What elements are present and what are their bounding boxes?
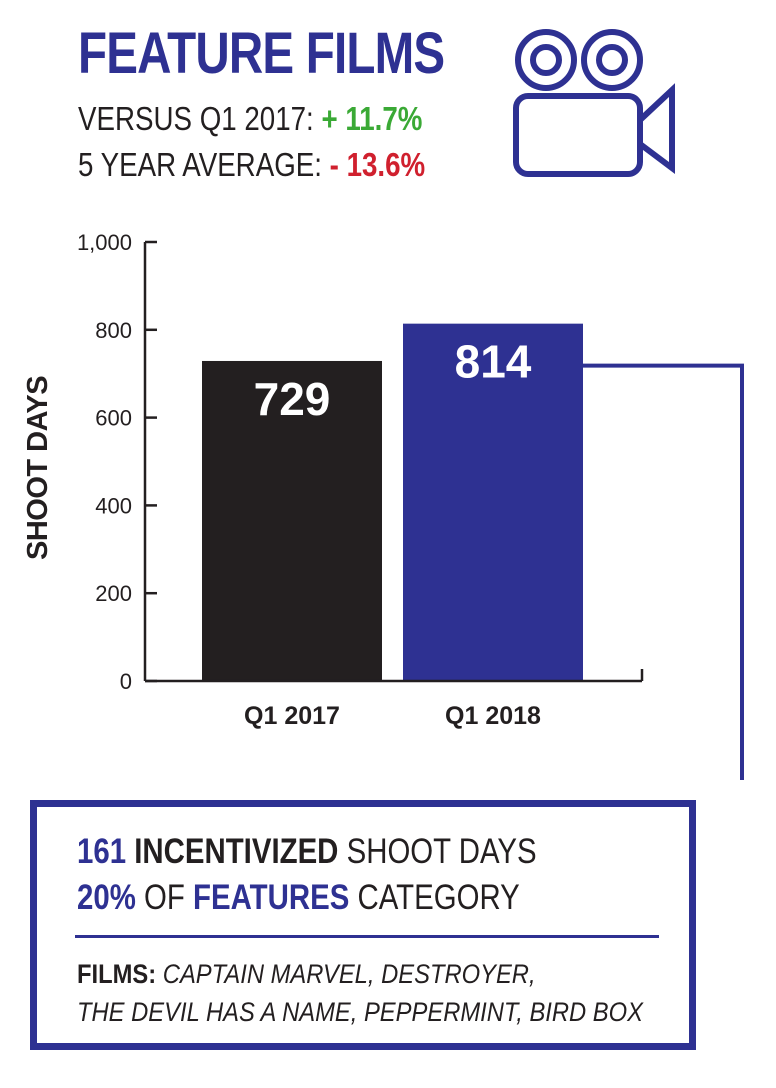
features-percent: 20% bbox=[77, 878, 136, 917]
average-value: - 13.6% bbox=[329, 146, 426, 183]
features-share-line: 20% OF FEATURES CATEGORY bbox=[77, 878, 520, 918]
category-text: CATEGORY bbox=[357, 878, 520, 917]
shoot-days-bar-chart: 729 Q1 2017 814 Q1 2018 0 200 400 600 800 1,000 bbox=[77, 230, 744, 780]
y-tick-label-3: 600 bbox=[95, 406, 132, 431]
y-tick-label-0: 0 bbox=[120, 669, 132, 694]
films-line-1: FILMS: CAPTAIN MARVEL, DESTROYER, bbox=[77, 955, 643, 993]
data-label-1: 814 bbox=[455, 336, 532, 388]
features-bold: FEATURES bbox=[193, 878, 350, 917]
incentivized-callout-box: 161 INCENTIVIZED SHOOT DAYS 20% OF FEATU… bbox=[30, 800, 696, 1050]
data-label-0: 729 bbox=[254, 373, 331, 425]
y-tick-label-5: 1,000 bbox=[77, 230, 132, 255]
of-text: OF bbox=[144, 878, 185, 917]
versus-q1-2017-stat: VERSUS Q1 2017: + 11.7% bbox=[78, 100, 422, 138]
films-line-2: THE DEVIL HAS A NAME, PEPPERMINT, BIRD B… bbox=[77, 993, 643, 1031]
incentivized-bold: INCENTIVIZED bbox=[134, 832, 339, 871]
versus-label: VERSUS Q1 2017: bbox=[78, 100, 314, 137]
y-tick-label-2: 400 bbox=[95, 493, 132, 518]
bar-1 bbox=[403, 323, 583, 681]
callout-divider bbox=[75, 935, 659, 938]
films-list: FILMS: CAPTAIN MARVEL, DESTROYER, THE DE… bbox=[77, 955, 643, 1031]
x-tick-label-1: Q1 2018 bbox=[445, 702, 541, 730]
versus-value: + 11.7% bbox=[321, 100, 423, 137]
films-titles-1: CAPTAIN MARVEL, DESTROYER, bbox=[162, 959, 536, 989]
bar-0 bbox=[202, 360, 382, 681]
film-camera-icon bbox=[513, 29, 675, 177]
x-tick-label-0: Q1 2017 bbox=[244, 702, 340, 730]
incentivized-line: 161 INCENTIVIZED SHOOT DAYS bbox=[77, 832, 537, 872]
connector-line bbox=[583, 363, 744, 780]
page-title: FEATURE FILMS bbox=[78, 21, 445, 86]
films-label: FILMS: bbox=[77, 959, 157, 989]
five-year-average-stat: 5 YEAR AVERAGE: - 13.6% bbox=[78, 146, 425, 184]
incentivized-rest: SHOOT DAYS bbox=[346, 832, 537, 871]
y-tick-label-1: 200 bbox=[95, 581, 132, 606]
average-label: 5 YEAR AVERAGE: bbox=[78, 146, 322, 183]
y-tick-label-4: 800 bbox=[95, 318, 132, 343]
incentivized-number: 161 bbox=[77, 832, 127, 871]
films-titles-2: THE DEVIL HAS A NAME, PEPPERMINT, BIRD B… bbox=[77, 997, 643, 1027]
y-axis-label: SHOOT DAYS bbox=[22, 375, 54, 560]
